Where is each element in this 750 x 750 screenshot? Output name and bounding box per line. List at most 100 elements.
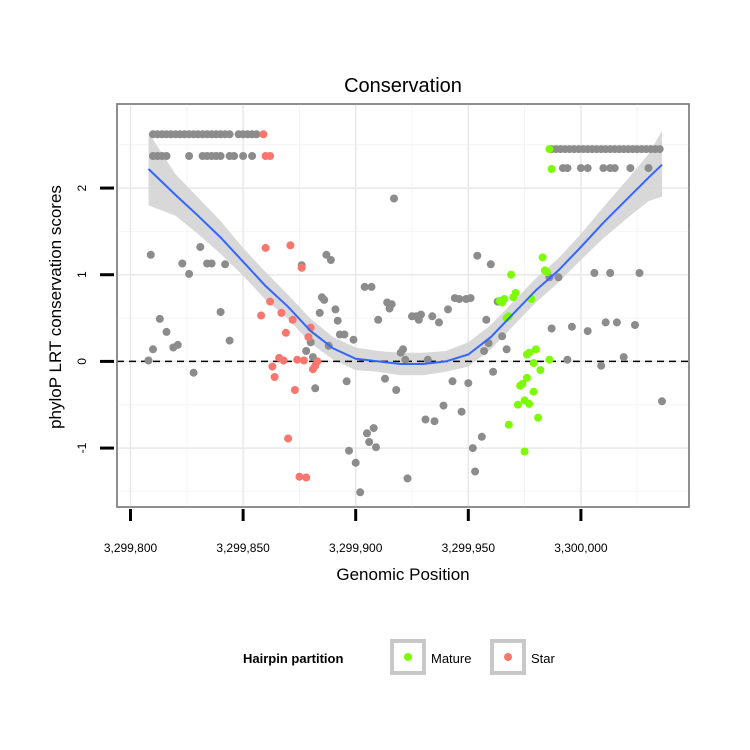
data-point-other (162, 327, 171, 336)
data-point-other (356, 488, 365, 497)
data-point-other (365, 438, 374, 446)
data-point-mature (529, 387, 538, 396)
data-point-other (372, 443, 380, 452)
data-point-other (381, 374, 389, 383)
data-point-mature (543, 268, 552, 277)
data-point-star (293, 355, 302, 364)
data-point-star (302, 473, 311, 482)
data-point-mature (538, 253, 547, 262)
data-point-other (302, 347, 311, 355)
data-point-other (464, 379, 473, 388)
data-point-other (162, 152, 171, 160)
data-point-other (576, 164, 585, 173)
plot-panel (116, 103, 690, 508)
x-tick-label: 3,299,950 (442, 541, 496, 555)
data-point-other (349, 335, 358, 344)
data-point-other (248, 152, 257, 160)
data-point-mature (504, 312, 513, 321)
data-point-other (173, 340, 182, 349)
data-point-other (457, 407, 466, 416)
data-point-other (390, 194, 398, 203)
data-point-mature (522, 373, 531, 382)
data-point-other (399, 345, 407, 354)
data-point-other (360, 282, 369, 291)
data-point-other (401, 355, 410, 364)
data-point-star (277, 308, 286, 317)
data-point-other (374, 315, 383, 324)
data-point-star (266, 152, 275, 160)
data-point-other (178, 259, 187, 268)
y-axis: -1 0 1 2 (75, 184, 114, 453)
data-point-other (185, 152, 194, 160)
smooth-trend-line (147, 163, 663, 365)
data-point-mature (547, 165, 556, 173)
major-gridlines (117, 104, 689, 507)
plot-border (116, 103, 690, 508)
data-point-other (502, 345, 511, 354)
data-point-other (430, 417, 439, 426)
data-point-other (225, 130, 234, 139)
data-point-star (295, 472, 304, 481)
legend-entry-mature: Mature (390, 639, 471, 675)
data-point-other (583, 327, 592, 336)
data-point-other (351, 458, 360, 467)
data-point-other (439, 401, 448, 410)
x-axis-title: Genomic Position (336, 565, 469, 584)
data-point-other (482, 315, 491, 324)
data-point-star (284, 434, 293, 443)
legend-title: Hairpin partition (243, 651, 343, 666)
data-point-mature (500, 295, 509, 303)
data-point-other (146, 250, 155, 259)
data-point-other (322, 250, 331, 259)
data-point-star (304, 333, 313, 342)
x-tick-label: 3,299,800 (104, 541, 158, 555)
x-tick-label: 3,300,000 (554, 541, 608, 555)
data-point-other (466, 294, 475, 303)
y-tick-label: 0 (75, 358, 89, 365)
data-point-other (619, 353, 628, 362)
data-point-mature (525, 348, 534, 357)
data-point-other (155, 314, 164, 323)
data-point-star (259, 130, 268, 139)
data-point-star (288, 315, 297, 324)
data-point-other (635, 269, 644, 277)
data-point-mature (518, 379, 527, 388)
data-point-other (601, 318, 610, 327)
data-point-star (290, 386, 299, 394)
data-point-other (144, 356, 153, 365)
plot-background (116, 103, 690, 508)
data-point-star (261, 243, 270, 252)
data-point-other (392, 386, 401, 394)
data-point-other (655, 145, 664, 154)
y-tick-label: 1 (75, 271, 89, 278)
data-point-other (644, 164, 653, 173)
data-point-other (363, 429, 371, 438)
data-point-other (444, 305, 452, 314)
data-point-other (547, 324, 556, 333)
data-point-star (270, 373, 279, 381)
data-point-mature (511, 288, 520, 297)
data-point-other (252, 130, 261, 139)
data-point-other (216, 308, 225, 316)
data-point-other (567, 322, 576, 331)
data-point-other (230, 152, 239, 160)
data-point-other (448, 377, 457, 386)
data-point-other (403, 474, 412, 483)
data-point-other (583, 164, 592, 173)
data-point-mature (529, 359, 538, 368)
data-point-other (480, 347, 489, 355)
legend-entry-star: Star (490, 639, 556, 675)
smooth-trend-layer (147, 163, 663, 365)
legend-swatch-star (504, 653, 512, 661)
data-point-other (486, 260, 495, 269)
x-tick-label: 3,299,900 (329, 541, 383, 555)
data-point-other (311, 384, 320, 393)
data-point-other (435, 318, 443, 327)
data-point-other (225, 336, 234, 345)
data-point-other (340, 330, 349, 339)
data-point-mature (513, 400, 522, 409)
data-point-star (266, 297, 275, 306)
data-point-other (468, 444, 477, 453)
data-point-other (599, 164, 608, 173)
data-point-other (196, 243, 205, 251)
